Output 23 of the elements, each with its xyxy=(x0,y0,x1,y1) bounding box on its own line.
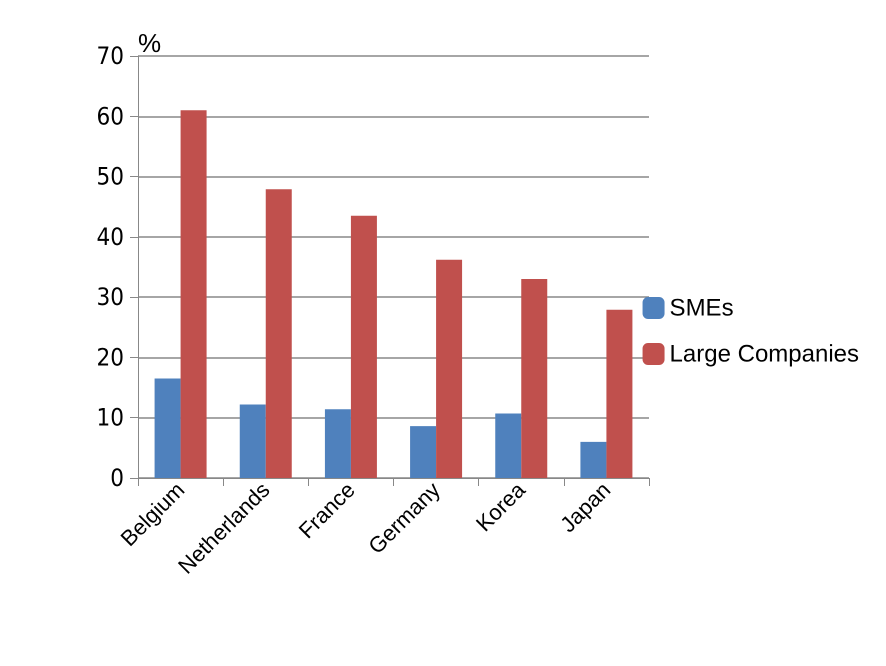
y-tick-label: 20 xyxy=(96,343,124,372)
bar xyxy=(154,378,181,478)
y-axis-title: % xyxy=(138,28,162,58)
bar xyxy=(521,279,548,478)
bar xyxy=(436,260,462,478)
y-tick-label: 30 xyxy=(96,283,124,312)
bar xyxy=(495,413,522,478)
bar xyxy=(350,216,377,478)
legend-label: SMEs xyxy=(670,294,734,322)
bar xyxy=(266,189,292,478)
bar xyxy=(180,110,207,478)
bar xyxy=(240,404,266,478)
y-tick-label: 0 xyxy=(110,464,124,492)
legend-label: Large Companies xyxy=(670,340,860,368)
y-tick-label: 40 xyxy=(96,222,124,251)
bar xyxy=(606,310,632,478)
y-tick-label: 50 xyxy=(96,162,124,191)
y-tick-label: 10 xyxy=(96,404,124,432)
y-tick-label: 70 xyxy=(96,42,124,70)
y-tick-label: 60 xyxy=(96,102,124,130)
bar xyxy=(410,426,436,478)
bar xyxy=(324,409,351,478)
bar xyxy=(580,442,606,478)
